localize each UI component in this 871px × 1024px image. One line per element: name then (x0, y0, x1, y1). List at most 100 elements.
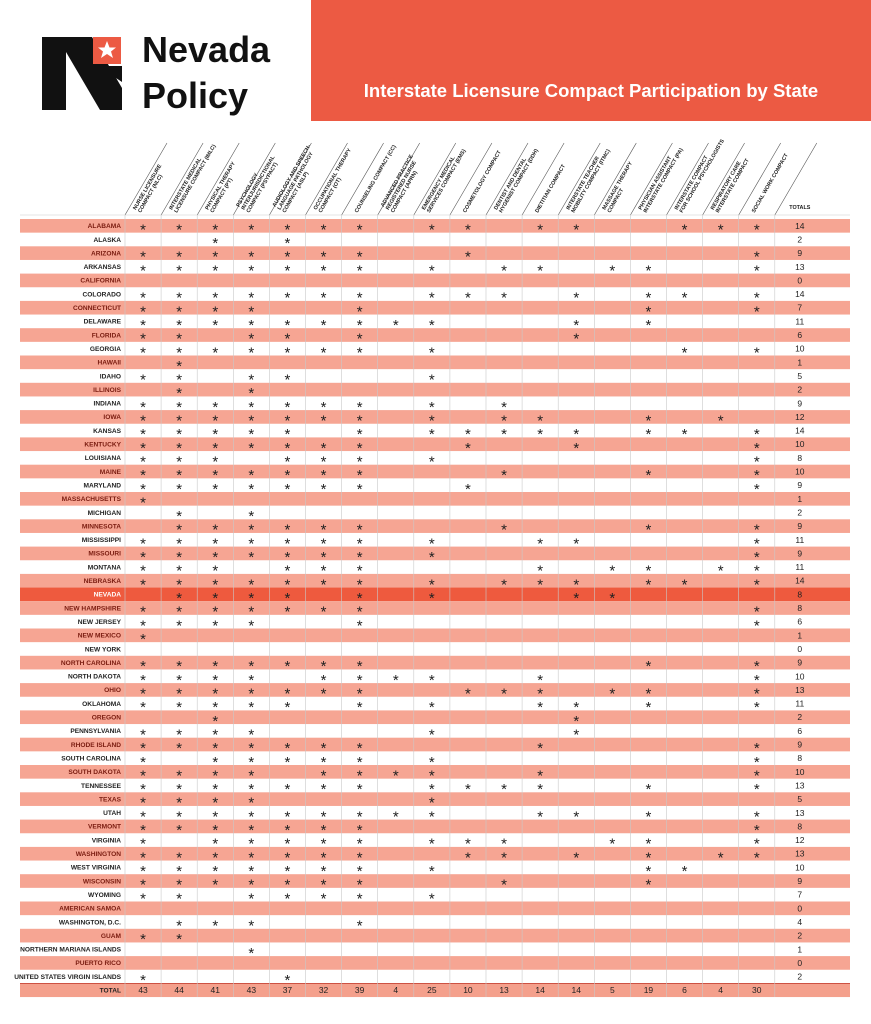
participation-mark: * (212, 535, 218, 552)
state-label: PUERTO RICO (75, 960, 121, 967)
participation-mark: * (754, 453, 760, 470)
header-rule (594, 142, 637, 216)
state-label: ALASKA (94, 237, 122, 244)
participation-mark: * (285, 413, 291, 430)
column-total: 39 (355, 985, 365, 995)
participation-mark: * (285, 399, 291, 416)
row-total: 10 (795, 467, 805, 477)
participation-mark: * (140, 331, 146, 348)
participation-mark: * (285, 781, 291, 798)
row-total: 7 (797, 890, 802, 900)
participation-mark: * (140, 699, 146, 716)
participation-mark: * (140, 535, 146, 552)
participation-mark: * (754, 604, 760, 621)
participation-mark: * (212, 262, 218, 279)
participation-mark: * (140, 426, 146, 443)
state-label: KANSAS (93, 428, 121, 435)
brand-line: Nevada (142, 29, 271, 70)
header-rule (702, 142, 745, 216)
participation-mark: * (285, 890, 291, 907)
header-rule (124, 142, 168, 216)
participation-mark: * (248, 740, 254, 757)
row-total: 0 (797, 958, 802, 968)
participation-mark: * (140, 686, 146, 703)
participation-mark: * (212, 754, 218, 771)
participation-mark: * (357, 467, 363, 484)
participation-mark: * (285, 262, 291, 279)
brand-line: Policy (142, 75, 248, 116)
participation-mark: * (573, 808, 579, 825)
participation-mark: * (429, 590, 435, 607)
participation-mark: * (285, 822, 291, 839)
participation-mark: * (465, 221, 471, 238)
participation-mark: * (357, 590, 363, 607)
participation-mark: * (140, 740, 146, 757)
header-rule (557, 142, 601, 216)
participation-mark: * (429, 576, 435, 593)
participation-mark: * (212, 863, 218, 880)
participation-mark: * (176, 767, 182, 784)
participation-mark: * (321, 481, 327, 498)
state-label: ARIZONA (91, 250, 121, 257)
participation-mark: * (212, 563, 218, 580)
participation-mark: * (754, 576, 760, 593)
participation-mark: * (212, 726, 218, 743)
row-total: 2 (797, 712, 802, 722)
row-band (20, 519, 850, 533)
participation-mark: * (140, 221, 146, 238)
column-total: 5 (610, 985, 615, 995)
participation-mark: * (537, 563, 543, 580)
header-rule (666, 142, 709, 216)
participation-mark: * (465, 686, 471, 703)
participation-mark: * (248, 686, 254, 703)
participation-mark: * (357, 290, 363, 307)
row-band (20, 546, 850, 561)
participation-mark: * (248, 317, 254, 334)
participation-mark: * (176, 481, 182, 498)
participation-mark: * (285, 235, 291, 252)
state-label: MONTANA (88, 564, 121, 571)
participation-mark: * (285, 754, 291, 771)
participation-mark: * (140, 262, 146, 279)
participation-mark: * (321, 863, 327, 880)
participation-mark: * (321, 262, 327, 279)
participation-mark: * (357, 481, 363, 498)
participation-mark: * (248, 372, 254, 389)
header-rule (269, 142, 312, 216)
participation-mark: * (357, 549, 363, 566)
participation-mark: * (176, 290, 182, 307)
participation-mark: * (176, 535, 182, 552)
row-band (20, 410, 850, 424)
participation-mark: * (501, 413, 507, 430)
participation-mark: * (357, 754, 363, 771)
participation-mark: * (140, 726, 146, 743)
participation-mark: * (501, 576, 507, 593)
participation-mark: * (248, 413, 254, 430)
participation-mark: * (248, 795, 254, 812)
participation-mark: * (429, 795, 435, 812)
participation-mark: * (212, 849, 218, 866)
state-label: UTAH (103, 810, 121, 817)
row-total: 6 (797, 617, 802, 627)
participation-mark: * (212, 740, 218, 757)
row-total: 0 (797, 275, 802, 285)
participation-mark: * (429, 836, 435, 853)
state-label: OREGON (92, 715, 122, 722)
participation-mark: * (248, 617, 254, 634)
participation-mark: * (537, 672, 543, 689)
participation-mark: * (429, 699, 435, 716)
row-total: 9 (797, 521, 802, 531)
participation-mark: * (248, 426, 254, 443)
participation-mark: * (501, 877, 507, 894)
participation-mark: * (212, 235, 218, 252)
participation-mark: * (754, 699, 760, 716)
participation-mark: * (248, 385, 254, 402)
row-band (20, 492, 850, 506)
state-label: OKLAHOMA (82, 701, 121, 708)
row-total: 13 (795, 849, 805, 859)
participation-mark: * (573, 535, 579, 552)
participation-mark: * (176, 249, 182, 266)
participation-mark: * (357, 617, 363, 634)
participation-mark: * (285, 849, 291, 866)
